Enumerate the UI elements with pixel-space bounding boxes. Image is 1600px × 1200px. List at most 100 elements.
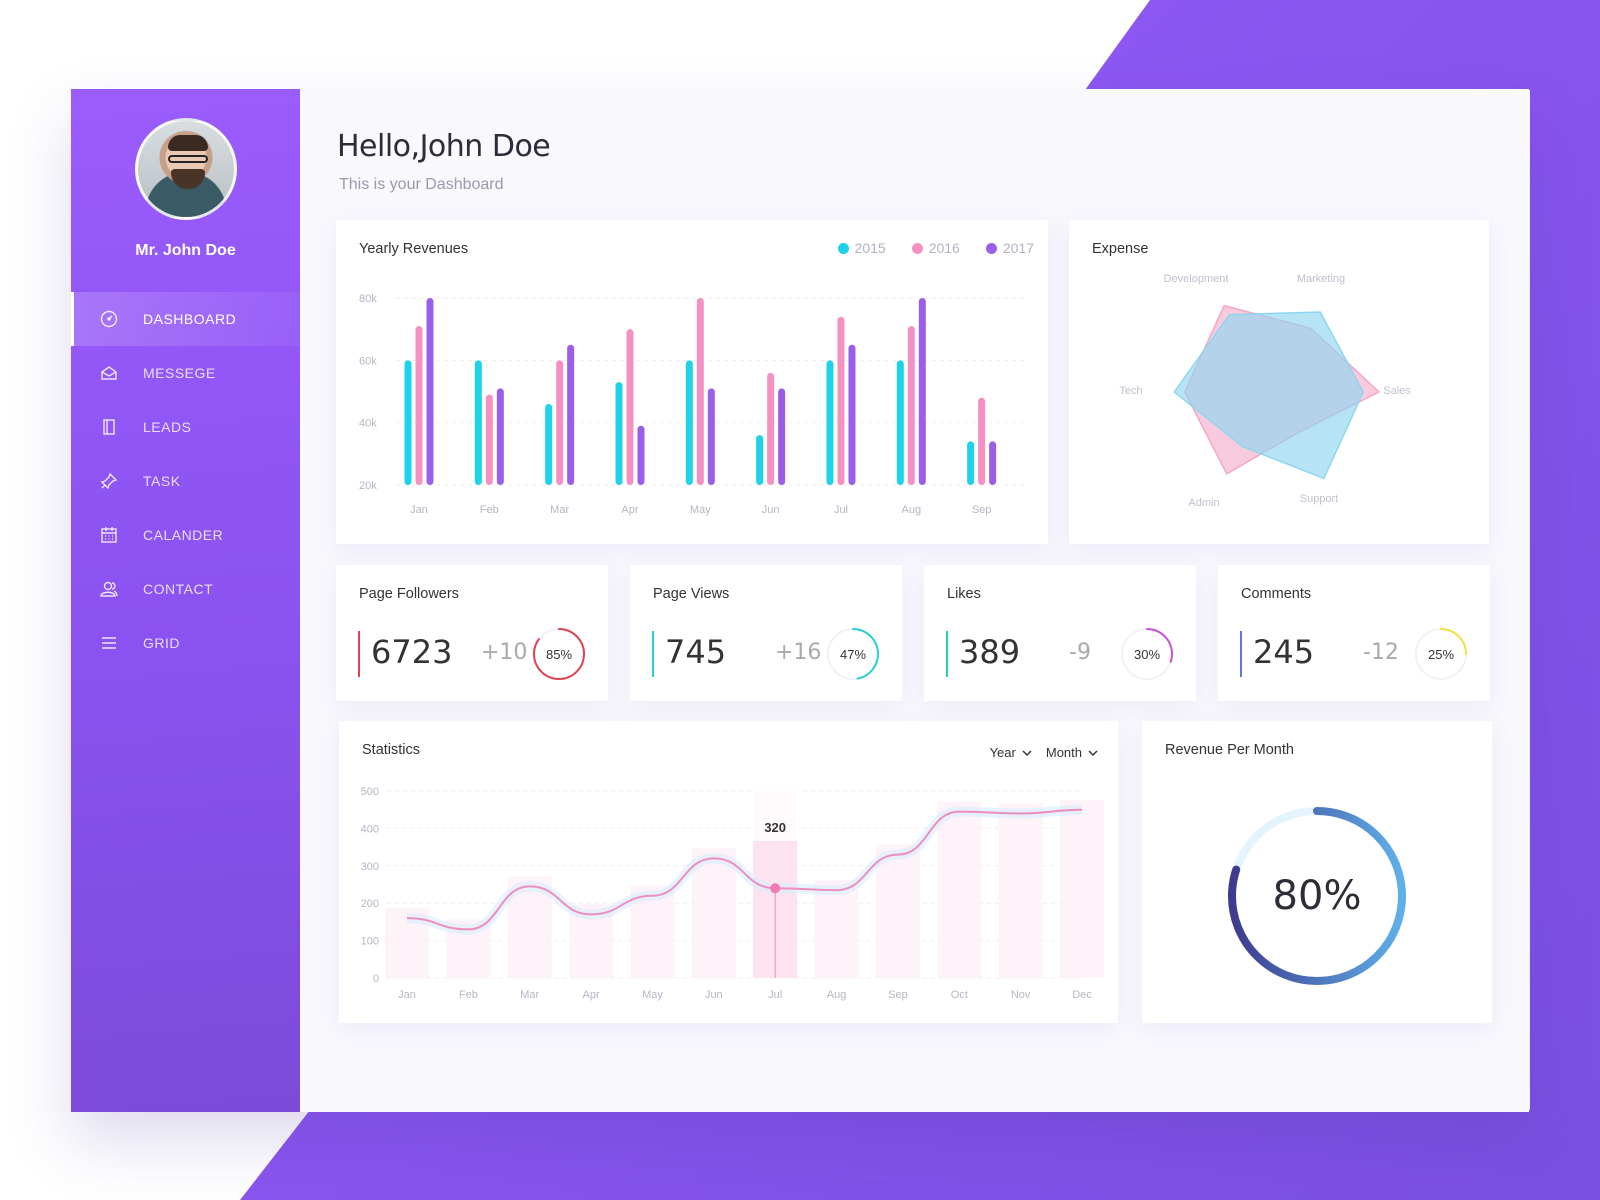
- bar: [567, 344, 575, 485]
- sidebar-item-label: LEADS: [143, 419, 192, 435]
- dashboard-gauge-icon: [99, 309, 119, 329]
- card-title: Revenue Per Month: [1165, 742, 1294, 758]
- y-tick-label: 200: [361, 898, 379, 910]
- y-tick-label: 20k: [359, 480, 377, 492]
- card-title: Expense: [1092, 241, 1149, 257]
- column-backdrop: [814, 880, 859, 978]
- x-tick-label: Jun: [705, 989, 723, 1001]
- statistics-card: Statistics Year Month 500 400 300 200 100 0 Ja…: [339, 721, 1118, 1023]
- x-tick-label: May: [690, 504, 711, 516]
- radar-axis-label: Marketing: [1297, 273, 1345, 285]
- expense-card: Expense Development Marketing Sales Support…: [1069, 220, 1489, 544]
- page-subtitle: This is your Dashboard: [339, 176, 504, 193]
- yearly-revenues-card: Yearly Revenues 2015 2016 2017 80k 60k 40k…: [336, 220, 1048, 544]
- stat-card-followers: Page Followers 6723 +10 85%: [336, 565, 608, 701]
- bar: [848, 344, 856, 485]
- bar: [696, 298, 704, 485]
- x-tick-label: Jul: [768, 989, 782, 1001]
- stat-card-views: Page Views 745 +16 47%: [630, 565, 902, 701]
- card-title: Likes: [947, 586, 981, 602]
- x-tick-label: Jul: [834, 504, 848, 516]
- calendar-icon: [99, 525, 119, 545]
- sidebar: Mr. John Doe DASHBOARD MESSEGE LEADS TAS…: [71, 89, 300, 1112]
- y-tick-label: 40k: [359, 418, 377, 430]
- radar-axis-label: Support: [1300, 493, 1339, 505]
- card-title: Comments: [1241, 586, 1312, 602]
- x-tick-label: Feb: [480, 504, 499, 516]
- statistics-chart: 500 400 300 200 100 0 Jan Feb Mar Apr May Jun Jul Aug…: [361, 786, 1104, 1001]
- highlight-point: [770, 883, 781, 894]
- bar: [826, 360, 834, 485]
- sidebar-item-label: CONTACT: [143, 581, 214, 597]
- bar: [556, 360, 564, 485]
- x-tick-label: Dec: [1072, 989, 1092, 1001]
- bar: [496, 388, 504, 485]
- sidebar-item-contact[interactable]: CONTACT: [71, 562, 300, 616]
- avatar[interactable]: [135, 118, 237, 220]
- sidebar-item-task[interactable]: TASK: [71, 454, 300, 508]
- sidebar-item-message[interactable]: MESSEGE: [71, 346, 300, 400]
- x-tick-label: Oct: [951, 989, 968, 1001]
- yearly-revenues-chart: 80k 60k 40k 20k Jan Feb Mar Apr May Jun Jul Aug Sep: [359, 293, 1026, 516]
- bar: [896, 360, 904, 485]
- radar-axis-label: Development: [1164, 273, 1229, 285]
- stat-progress-ring: 85%: [530, 625, 588, 683]
- x-tick-label: May: [642, 989, 663, 1001]
- legend-item[interactable]: 2015: [837, 240, 886, 256]
- sidebar-item-dashboard[interactable]: DASHBOARD: [71, 292, 300, 346]
- revenue-donut: 80%: [1224, 803, 1410, 989]
- donut-value: 80%: [1272, 873, 1362, 919]
- radar-axis-label: Tech: [1119, 385, 1142, 397]
- sidebar-item-label: DASHBOARD: [143, 311, 237, 327]
- chevron-down-icon: [1088, 749, 1098, 756]
- bar: [907, 326, 915, 485]
- stat-delta: -12: [1363, 640, 1399, 665]
- stat-accent-bar: [652, 631, 654, 677]
- legend-item[interactable]: 2017: [985, 240, 1034, 256]
- bar: [415, 326, 423, 485]
- x-tick-label: Jan: [410, 504, 428, 516]
- x-tick-label: Mar: [550, 504, 569, 516]
- stat-progress-ring: 25%: [1412, 625, 1470, 683]
- column-backdrop: [937, 801, 982, 978]
- stat-accent-bar: [946, 631, 948, 677]
- bar: [426, 298, 434, 485]
- x-tick-label: Nov: [1011, 989, 1031, 1001]
- card-title: Yearly Revenues: [359, 241, 469, 257]
- bar: [626, 329, 634, 485]
- sidebar-item-label: CALANDER: [143, 527, 224, 543]
- stat-value: 6723: [371, 633, 453, 671]
- month-dropdown[interactable]: Month: [1046, 745, 1098, 760]
- bar: [767, 372, 775, 485]
- stat-progress-ring: 47%: [824, 625, 882, 683]
- ring-progress: [827, 628, 879, 680]
- bar: [615, 382, 623, 485]
- bar: [778, 388, 786, 485]
- stat-value: 245: [1253, 633, 1315, 671]
- sidebar-item-calendar[interactable]: CALANDER: [71, 508, 300, 562]
- bar: [707, 388, 715, 485]
- bar: [837, 316, 845, 485]
- sidebar-nav: DASHBOARD MESSEGE LEADS TASK CALANDER CO…: [71, 292, 300, 670]
- column-backdrop: [1060, 799, 1104, 978]
- stat-value: 389: [959, 633, 1021, 671]
- stat-card-likes: Likes 389 -9 30%: [924, 565, 1196, 701]
- y-tick-label: 80k: [359, 293, 377, 305]
- y-tick-label: 300: [361, 861, 379, 873]
- stat-delta: +16: [775, 640, 822, 665]
- legend-item[interactable]: 2016: [911, 240, 960, 256]
- app-window: Mr. John Doe DASHBOARD MESSEGE LEADS TAS…: [71, 89, 1529, 1112]
- stat-delta: +10: [481, 640, 528, 665]
- tooltip-box: [751, 789, 800, 841]
- column-backdrop: [998, 803, 1043, 978]
- sidebar-item-leads[interactable]: LEADS: [71, 400, 300, 454]
- sidebar-item-grid[interactable]: GRID: [71, 616, 300, 670]
- bar: [685, 360, 693, 485]
- x-tick-label: Mar: [520, 989, 539, 1001]
- chevron-down-icon: [1022, 749, 1032, 756]
- bar: [545, 403, 553, 485]
- year-dropdown[interactable]: Year: [990, 745, 1032, 760]
- bar: [485, 394, 493, 485]
- radar-axis-label: Sales: [1383, 385, 1411, 397]
- x-tick-label: Jan: [398, 989, 416, 1001]
